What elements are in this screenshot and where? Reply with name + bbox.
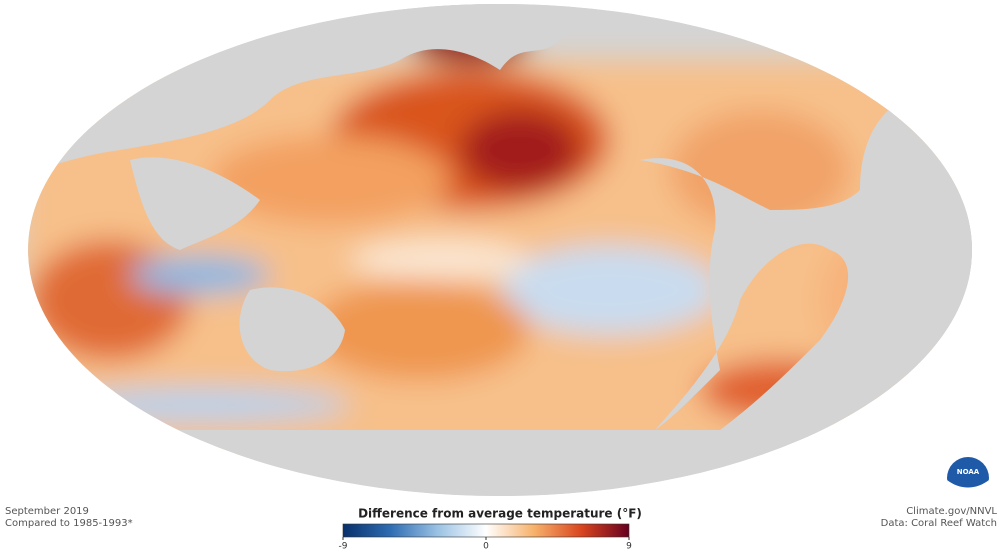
- legend-title: Difference from average temperature (°F): [358, 507, 642, 521]
- noaa-logo: NOAA: [947, 457, 989, 501]
- colorbar-tick-label: 0: [483, 542, 489, 552]
- data-credit: Data: Coral Reef Watch: [881, 518, 997, 529]
- logo-text: NOAA: [957, 468, 980, 476]
- date-label: September 2019: [5, 506, 89, 517]
- source-credit: Climate.gov/NNVL: [906, 506, 997, 517]
- colorbar: [342, 523, 630, 538]
- baseline-label: Compared to 1985-1993*: [5, 518, 133, 529]
- colorbar-tick-label: 9: [626, 542, 632, 552]
- colorbar-tick-label: -9: [339, 542, 348, 552]
